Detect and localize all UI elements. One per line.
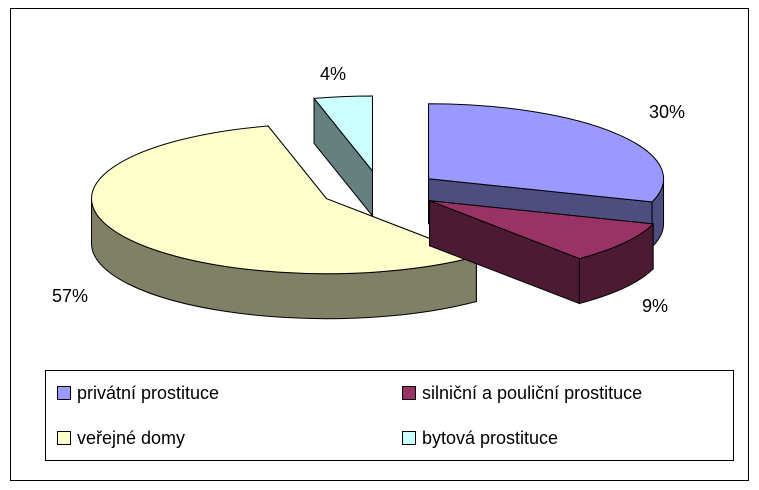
- legend-swatch: [57, 386, 71, 400]
- slice: [428, 103, 665, 203]
- data-label: 30%: [649, 102, 685, 122]
- legend-swatch: [402, 431, 416, 445]
- pie: [91, 95, 665, 320]
- slice: [429, 200, 655, 260]
- legend-label: silniční a pouliční prostituce: [422, 383, 642, 403]
- legend-label: privátní prostituce: [77, 383, 219, 403]
- legend-swatch: [402, 386, 416, 400]
- legend-box: [45, 370, 734, 461]
- legend-label: bytová prostituce: [422, 428, 558, 448]
- data-label: 9%: [642, 296, 668, 316]
- data-label: 57%: [52, 286, 88, 306]
- slice: [313, 95, 373, 173]
- data-label: 4%: [320, 64, 346, 84]
- slice: [91, 125, 478, 275]
- legend-label: veřejné domy: [77, 428, 185, 448]
- legend-swatch: [57, 431, 71, 445]
